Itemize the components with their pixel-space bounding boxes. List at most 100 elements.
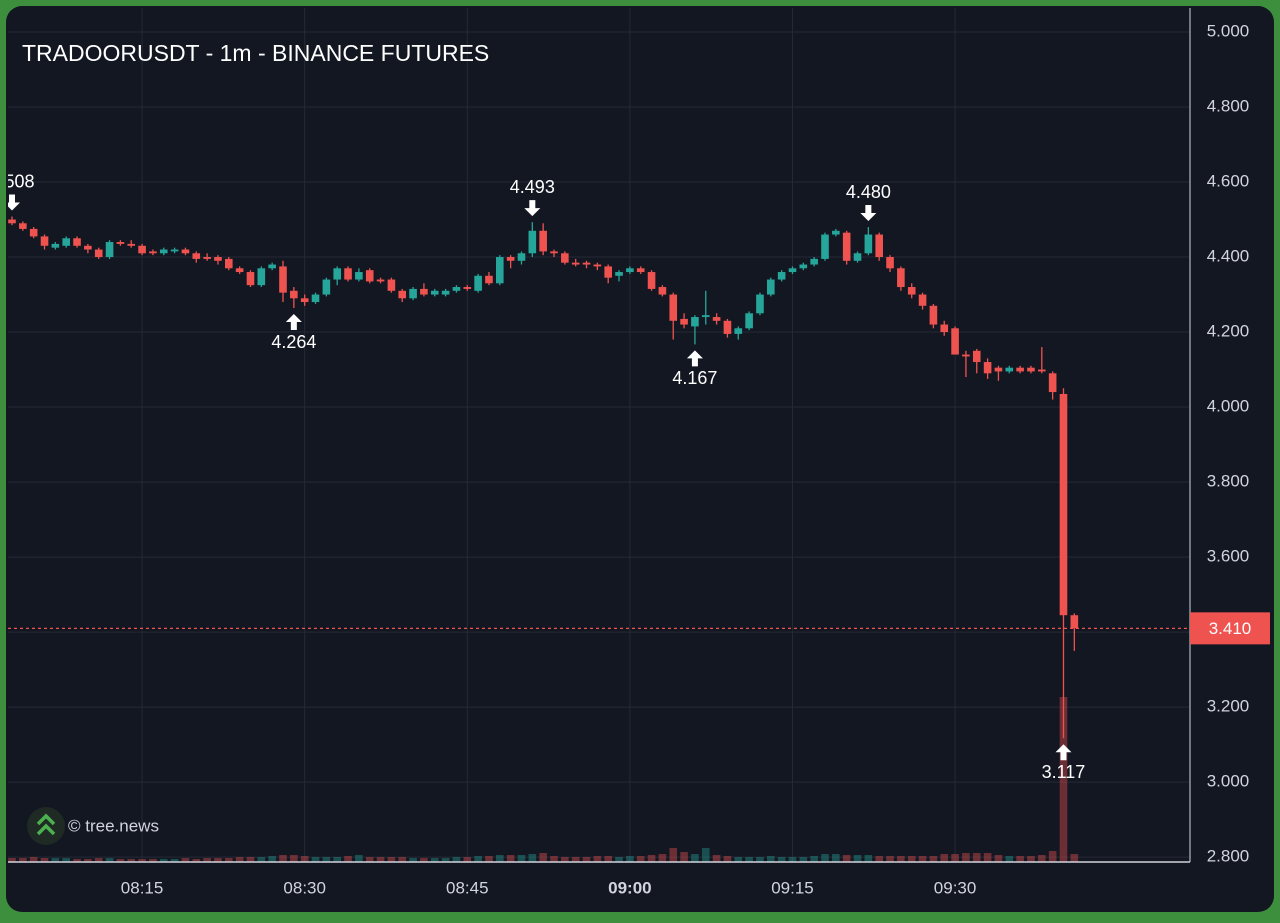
candle-body	[907, 287, 916, 295]
volume-bar	[517, 855, 526, 862]
current-price-label: 3.410	[1209, 619, 1252, 638]
candle-body	[1027, 367, 1035, 372]
candle-body	[1038, 369, 1046, 372]
annotation-arrow	[524, 200, 541, 217]
x-tick-label: 08:45	[446, 878, 489, 897]
candle-body	[864, 234, 873, 254]
volume-bar	[84, 859, 92, 862]
candle-body	[745, 313, 753, 329]
candle-body	[604, 266, 612, 278]
volume-bar	[1005, 856, 1014, 862]
annotation-arrow	[860, 205, 877, 222]
candle-body	[311, 294, 320, 303]
volume-bar	[149, 859, 157, 862]
candle-body	[51, 243, 60, 248]
volume-bar	[528, 854, 537, 862]
candle-body	[105, 242, 114, 258]
volume-bar	[571, 857, 580, 862]
volume-bar	[734, 857, 743, 862]
volume-bar	[615, 857, 623, 862]
volume-bar	[875, 856, 883, 862]
candle-body	[918, 294, 927, 306]
y-tick-label: 5.000	[1207, 21, 1250, 40]
volume-bar	[842, 855, 851, 862]
candle-body	[994, 367, 1003, 372]
y-tick-label: 4.800	[1207, 96, 1250, 115]
candle-body	[832, 230, 840, 235]
volume-bar	[745, 857, 753, 862]
volume-bar	[290, 855, 298, 862]
axes: 2.800 3.000 3.200 3.600 3.800 4.000 4.200 4.400…	[121, 21, 1270, 897]
candle-body	[29, 228, 38, 237]
candle-body	[842, 232, 851, 261]
candle-body	[235, 268, 244, 273]
volume-bar	[311, 857, 320, 862]
y-tick-label: 3.000	[1207, 772, 1250, 791]
volume-bar	[539, 853, 547, 862]
candle-body	[1005, 367, 1014, 372]
candle-body	[496, 257, 504, 284]
volume-bar	[561, 857, 569, 862]
volume-bar	[463, 857, 472, 862]
volume-bar	[496, 855, 504, 862]
candle-body	[203, 257, 211, 259]
candle-body	[73, 238, 81, 246]
candle-body	[300, 298, 309, 303]
candle-body	[571, 262, 580, 265]
candle-body	[474, 275, 482, 291]
volume-bar	[19, 858, 27, 862]
candle-body	[962, 354, 970, 357]
candle-body	[441, 290, 450, 295]
annotation-arrow	[1055, 744, 1072, 761]
candle-body	[409, 288, 417, 299]
candle-body	[116, 242, 125, 244]
candle-body	[680, 318, 688, 325]
volume-bar	[322, 857, 331, 862]
candle-body	[365, 270, 374, 282]
volume-bar	[669, 848, 678, 862]
x-tick-label: 09:30	[934, 878, 977, 897]
candle-body	[333, 268, 341, 280]
volume-bar	[1059, 697, 1068, 862]
candle-body	[561, 253, 569, 263]
candle-body	[19, 223, 27, 229]
volume-bar	[626, 856, 634, 862]
volume-bar	[658, 854, 667, 862]
volume-bar	[159, 859, 168, 862]
volume-bar	[51, 858, 60, 862]
annotation-label: 4.264	[271, 332, 316, 352]
volume-bar	[62, 858, 70, 862]
volume-bar	[712, 855, 721, 862]
volume-bar	[582, 857, 591, 862]
candle-body	[1016, 367, 1024, 372]
annotation-label: 4.493	[510, 177, 555, 197]
candle-body	[94, 249, 103, 258]
volume-bar	[832, 854, 840, 862]
candle-body	[1059, 393, 1068, 616]
volume-bar	[907, 856, 916, 862]
candle-body	[8, 219, 16, 224]
candle-body	[127, 243, 136, 246]
volume-bar	[441, 858, 450, 862]
volume-bar	[972, 853, 981, 862]
watermark-logo	[27, 807, 65, 845]
logo-chevron	[36, 823, 56, 836]
candle-body	[691, 317, 699, 327]
candle-body	[246, 272, 255, 286]
candle-body	[420, 288, 428, 295]
volume-bar	[387, 857, 396, 862]
y-tick-label: 3.200	[1207, 697, 1250, 716]
volume-bar	[192, 859, 201, 862]
candle-body	[149, 251, 157, 254]
volume-bar	[300, 856, 309, 862]
volume-bar	[127, 859, 136, 862]
candle-body	[181, 249, 190, 254]
candle-body	[658, 287, 667, 295]
volume-bar	[116, 859, 125, 862]
candle-body	[225, 258, 233, 269]
volume-bar	[788, 857, 797, 862]
volume-bar	[1070, 854, 1079, 862]
candle-body	[636, 268, 645, 273]
volume-bar	[333, 857, 341, 862]
candle-body	[539, 230, 547, 252]
